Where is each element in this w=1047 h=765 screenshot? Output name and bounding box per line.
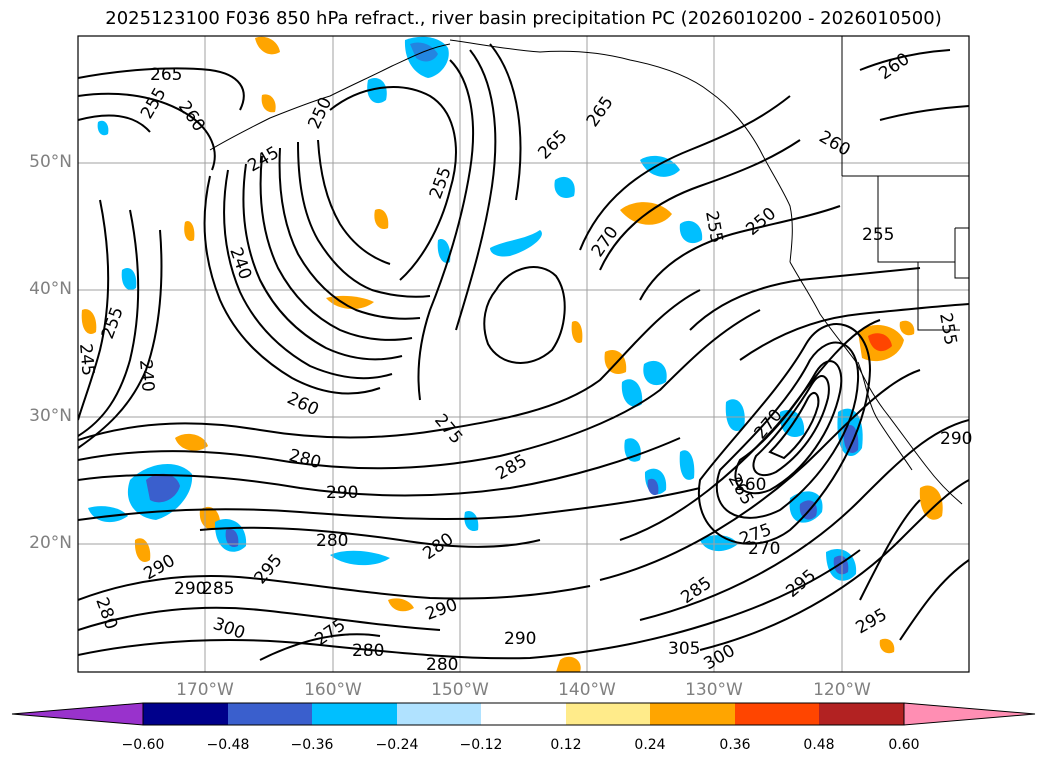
contour-label: 290 [326, 483, 358, 503]
map-frame [77, 35, 970, 673]
colorbar-swatch [481, 703, 566, 725]
colorbar-swatch [650, 703, 735, 725]
contour-label: 270 [748, 539, 780, 559]
refractivity-contours [78, 43, 969, 661]
colorbar-tick-label: −0.48 [206, 737, 250, 753]
lon-label: 170°W [176, 680, 234, 700]
lat-label: 30°N [29, 406, 72, 426]
colorbar-outline [142, 702, 905, 726]
colorbar-tick-label: −0.24 [375, 737, 419, 753]
lat-label: 40°N [29, 279, 72, 299]
contour-label: 265 [150, 65, 182, 85]
contour-label: 305 [668, 639, 700, 659]
colorbar-high-extend [903, 702, 1036, 726]
colorbar-swatch [397, 703, 482, 725]
colorbar-tick-label: −0.36 [290, 737, 334, 753]
lon-label: 120°W [813, 680, 871, 700]
colorbar-tick-label: 0.60 [888, 737, 920, 753]
coastlines [209, 36, 969, 505]
contour-label: 260 [734, 475, 766, 495]
colorbar-tick-label: 0.48 [803, 737, 835, 753]
contour-label: 280 [316, 531, 348, 551]
colorbar [11, 702, 1036, 726]
contour-label: 290 [940, 429, 972, 449]
colorbar-tick-label: −0.60 [121, 737, 165, 753]
lat-label: 20°N [29, 533, 72, 553]
plot-area [78, 36, 969, 672]
colorbar-swatch [819, 703, 904, 725]
colorbar-swatch [312, 703, 397, 725]
colorbar-tick-label: −0.12 [459, 737, 503, 753]
contour-label: 285 [202, 579, 234, 599]
contour-label: 240 [135, 359, 158, 393]
lon-label: 130°W [685, 680, 743, 700]
contour-label: 280 [426, 655, 458, 675]
colorbar-low-extend [11, 702, 144, 726]
contour-label: 290 [504, 629, 536, 649]
lon-label: 140°W [558, 680, 616, 700]
colorbar-swatch [735, 703, 820, 725]
colorbar-swatch [228, 703, 313, 725]
contour-label: 290 [174, 579, 206, 599]
colorbar-tick-label: 0.12 [550, 737, 582, 753]
contour-label: 280 [352, 641, 384, 661]
lat-label: 50°N [29, 152, 72, 172]
lon-label: 150°W [431, 680, 489, 700]
map-title: 2025123100 F036 850 hPa refract., river … [105, 8, 942, 29]
contour-label: 245 [75, 343, 98, 377]
contour-label: 255 [862, 225, 894, 245]
colorbar-tick-label: 0.24 [634, 737, 666, 753]
colorbar-tick-label: 0.36 [719, 737, 751, 753]
colorbar-swatch [566, 703, 651, 725]
colorbar-swatch [143, 703, 228, 725]
lon-label: 160°W [304, 680, 362, 700]
